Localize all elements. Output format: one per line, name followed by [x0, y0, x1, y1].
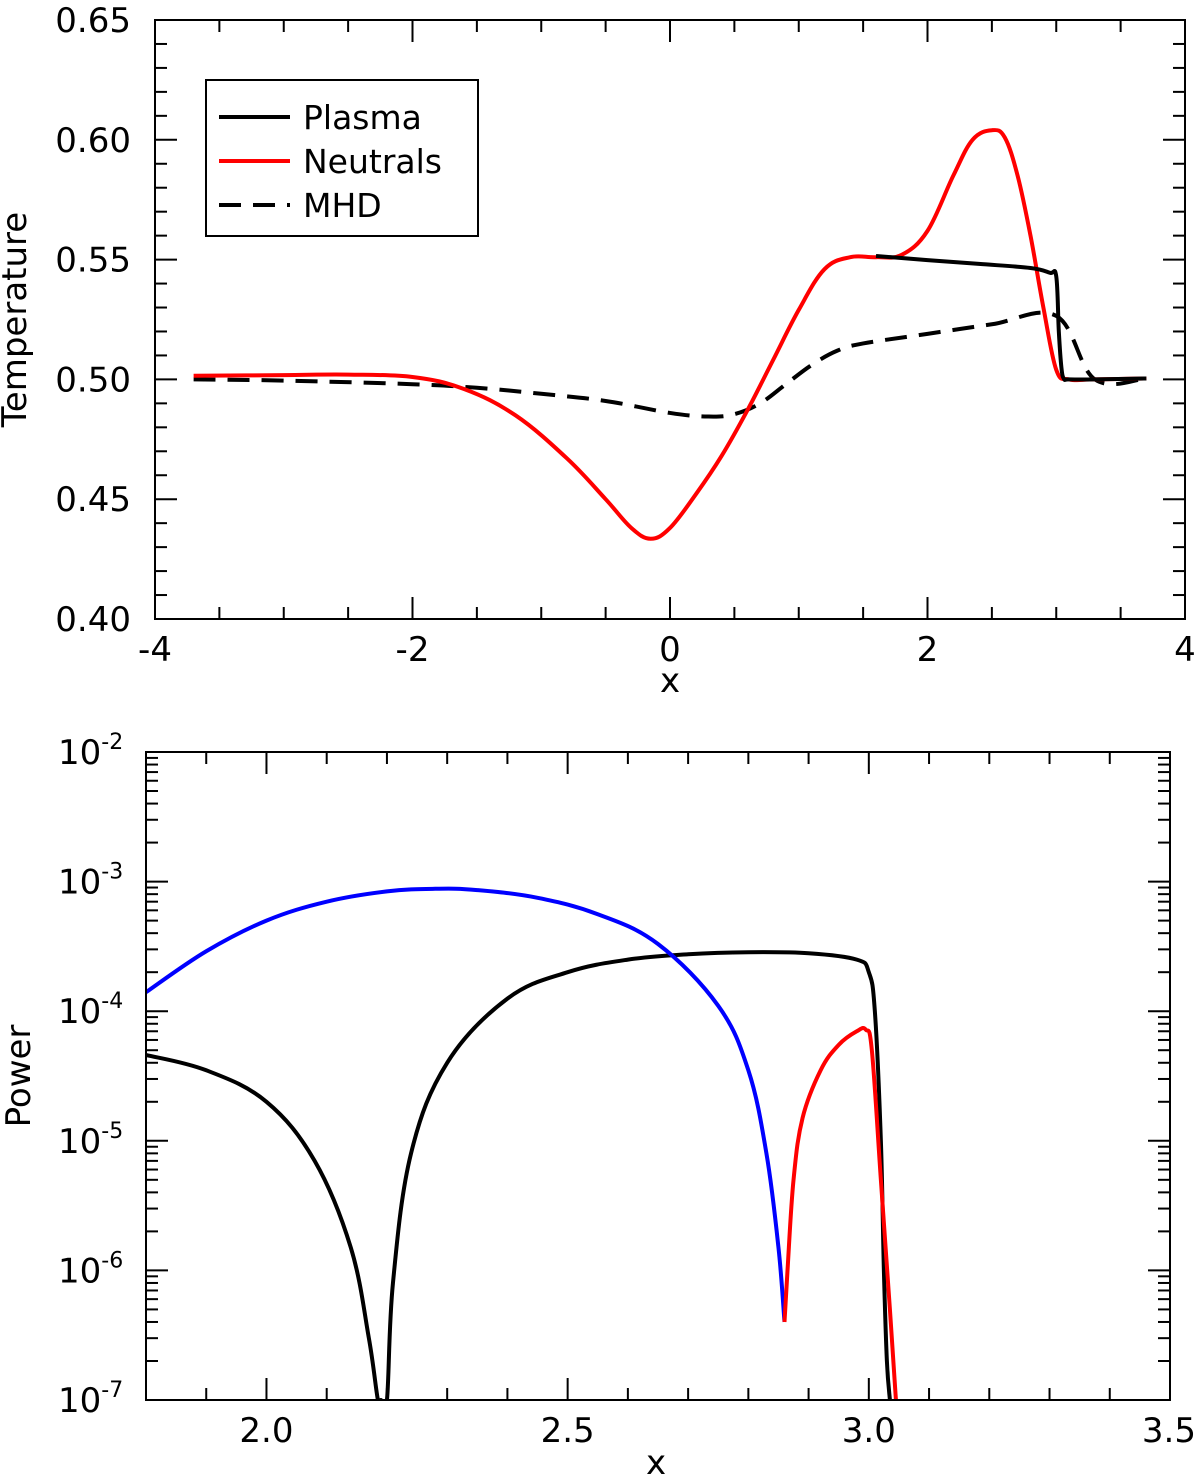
y-tick-label: 0.65 [55, 1, 131, 41]
legend-label-mhd: MHD [303, 186, 382, 225]
x-tick-label: 4 [1174, 630, 1196, 670]
power-x-axis-label: x [646, 1443, 666, 1479]
power-ticks [145, 751, 1171, 1401]
legend-label-neutrals: Neutrals [303, 142, 442, 181]
x-tick-label: 3.0 [842, 1411, 896, 1451]
x-tick-label: -4 [138, 630, 172, 670]
temperature-ticks [154, 19, 1186, 620]
y-tick-label: 0.40 [55, 600, 131, 640]
power-tick-labels: 2.0 2.5 3.0 3.5 10-7 10-6 10-5 10-4 10-3 10-2 [58, 730, 1196, 1451]
temperature-x-axis-label: x [660, 661, 680, 701]
series-plasma-line [875, 254, 1147, 382]
power-plot-frame [145, 751, 1171, 1401]
y-tick-label: 0.55 [55, 241, 131, 281]
temperature-tick-labels: -4 -2 0 2 4 0.40 0.45 0.50 0.55 0.60 0.65 [55, 1, 1196, 670]
x-tick-label: 2.5 [541, 1411, 595, 1451]
power-lines [146, 886, 898, 1400]
y-tick-label: 10-2 [58, 730, 123, 773]
y-tick-label: 0.45 [55, 480, 131, 520]
series-red-curve [782, 1025, 898, 1400]
series-black-curve [146, 950, 892, 1400]
y-tick-label: 0.50 [55, 360, 131, 400]
temperature-y-axis-label: Temperature [0, 212, 35, 428]
y-tick-label: 10-5 [58, 1119, 123, 1162]
legend-label-plasma: Plasma [303, 98, 422, 137]
series-blue-curve [146, 886, 787, 1323]
x-tick-label: 2 [917, 630, 939, 670]
power-panel: 2.0 2.5 3.0 3.5 10-7 10-6 10-5 10-4 10-3 10-2 x P… [0, 730, 1196, 1479]
y-tick-label: 10-3 [58, 860, 123, 903]
x-tick-label: 3.5 [1142, 1411, 1196, 1451]
x-tick-label: 0 [659, 630, 681, 670]
legend: Plasma Neutrals MHD [205, 79, 479, 237]
temperature-panel: -4 -2 0 2 4 0.40 0.45 0.50 0.55 0.60 0.65 x Temper… [0, 1, 1196, 701]
y-tick-label: 0.60 [55, 121, 131, 161]
power-y-axis-label: Power [0, 1025, 39, 1128]
temperature-lines [193, 128, 1147, 541]
legend-box [205, 79, 479, 237]
x-tick-label: 2.0 [239, 1411, 293, 1451]
y-tick-label: 10-7 [58, 1378, 123, 1421]
legend-entries: Plasma Neutrals MHD [219, 98, 442, 225]
series-mhd-line [193, 310, 1147, 419]
y-tick-label: 10-4 [58, 989, 123, 1032]
series-neutrals-line [193, 128, 1147, 541]
x-tick-label: -2 [396, 630, 430, 670]
y-tick-label: 10-6 [58, 1248, 123, 1291]
